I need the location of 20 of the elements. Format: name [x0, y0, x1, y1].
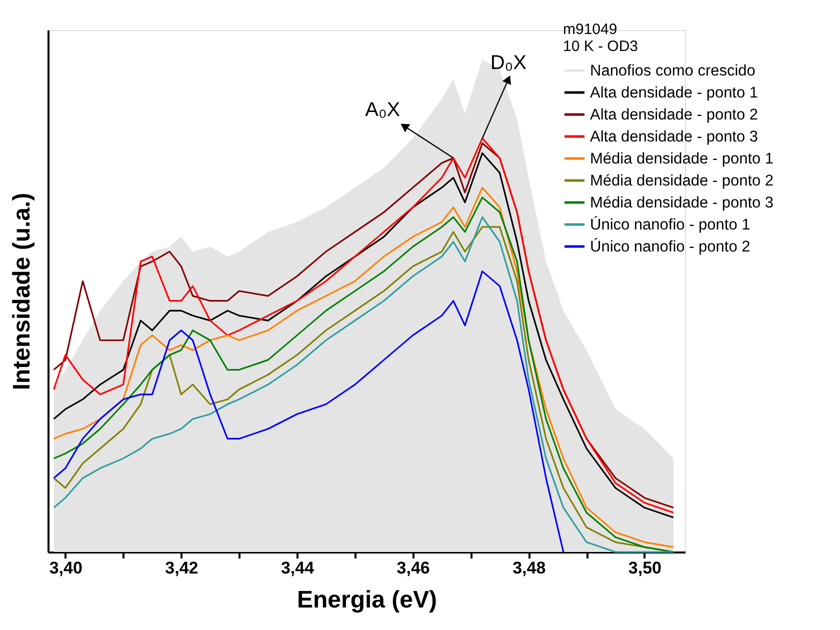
- x-tick-label: 3,40: [49, 558, 82, 578]
- x-tick-label: 3,50: [628, 558, 662, 578]
- x-axis-title: Energia (eV): [296, 586, 438, 614]
- legend-label: Alta densidade - ponto 3: [590, 128, 758, 146]
- x-tick-label: 3,48: [512, 558, 546, 578]
- legend-label: Único nanofio - ponto 2: [590, 238, 750, 256]
- x-tick-label: 3,42: [165, 558, 198, 578]
- x-tick-label: 3,46: [396, 558, 430, 578]
- legend-label: Alta densidade - ponto 2: [590, 106, 758, 124]
- annotation: D₀X: [490, 52, 526, 74]
- x-tick-label: 3,44: [280, 558, 315, 578]
- legend-label: Alta densidade - ponto 1: [590, 84, 758, 102]
- legend-label: Média densidade - ponto 3: [590, 194, 774, 212]
- annotation: A₀X: [365, 99, 400, 122]
- legend-title: m91049 10 K - OD3: [563, 21, 638, 55]
- legend-label: Média densidade - ponto 2: [590, 172, 774, 190]
- legend-label: Nanofios como crescido: [590, 62, 756, 80]
- legend-label: Único nanofio - ponto 1: [590, 216, 750, 234]
- legend-label: Média densidade - ponto 1: [590, 150, 774, 168]
- y-axis-title: Intensidade (u.a.): [8, 192, 36, 390]
